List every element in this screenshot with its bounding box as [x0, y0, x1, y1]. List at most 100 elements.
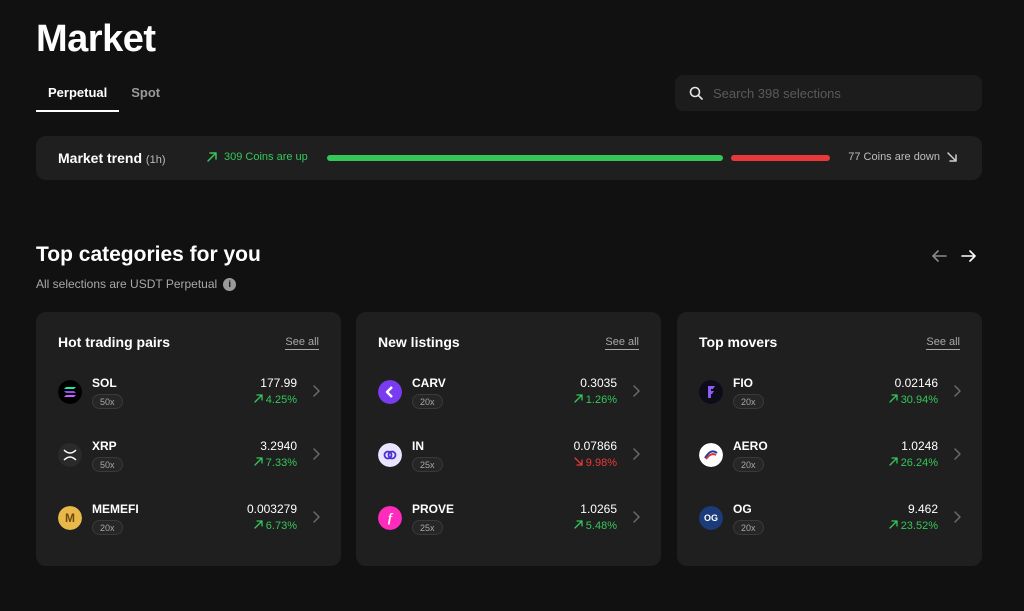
- coin-row[interactable]: AERO 20x 1.0248 26.24%: [699, 437, 962, 481]
- price-change-value: 26.24%: [900, 457, 938, 469]
- coin-symbol: IN: [412, 439, 424, 453]
- coin-price: 0.07866: [573, 439, 617, 453]
- chevron-right-icon: [633, 448, 640, 460]
- chevron-right-icon: [633, 385, 640, 397]
- price-change-value: 5.48%: [585, 520, 617, 532]
- page-title: Market: [36, 18, 156, 60]
- price-change: 7.33%: [254, 457, 297, 469]
- coin-symbol: FIO: [733, 376, 753, 390]
- change-up-arrow-icon: [254, 520, 263, 529]
- see-all-link[interactable]: See all: [926, 336, 960, 350]
- coin-row[interactable]: CARV 20x 0.3035 1.26%: [378, 374, 641, 418]
- category-navigation: [930, 247, 978, 265]
- coin-price: 3.2940: [260, 439, 297, 453]
- price-change: 26.24%: [889, 457, 938, 469]
- coin-price: 1.0265: [580, 502, 617, 516]
- memefi-icon: M: [58, 506, 82, 530]
- leverage-badge: 25x: [412, 457, 443, 472]
- category-card: Hot trading pairs See all SOL 50x 177.99…: [36, 312, 341, 566]
- chevron-right-icon: [313, 385, 320, 397]
- coin-symbol: XRP: [92, 439, 117, 453]
- search-icon: [689, 86, 703, 100]
- market-trend-bar: Market trend (1h) 309 Coins are up 77 Co…: [36, 136, 982, 180]
- category-card: Top movers See all FIO 20x 0.02146 30.94…: [677, 312, 982, 566]
- price-change-value: 7.33%: [265, 457, 297, 469]
- coin-row[interactable]: f PROVE 25x 1.0265 5.48%: [378, 500, 641, 544]
- coins-down-bar: [731, 155, 830, 161]
- change-up-arrow-icon: [889, 520, 898, 529]
- tab-spot[interactable]: Spot: [131, 85, 161, 100]
- change-up-arrow-icon: [889, 457, 898, 466]
- coin-price: 177.99: [260, 376, 297, 390]
- price-change-value: 23.52%: [900, 520, 938, 532]
- coin-symbol: PROVE: [412, 502, 455, 516]
- chevron-right-icon: [954, 385, 961, 397]
- leverage-badge: 20x: [733, 457, 764, 472]
- arrow-left-icon[interactable]: [930, 247, 948, 265]
- leverage-badge: 20x: [733, 520, 764, 535]
- change-up-arrow-icon: [254, 394, 263, 403]
- change-up-arrow-icon: [574, 520, 583, 529]
- aero-icon: [699, 443, 723, 467]
- coin-price: 9.462: [907, 502, 938, 516]
- price-change: 6.73%: [254, 520, 297, 532]
- categories-subtitle: All selections are USDT Perpetual i: [36, 277, 237, 291]
- tab-perpetual[interactable]: Perpetual: [36, 78, 120, 112]
- chevron-right-icon: [954, 511, 961, 523]
- trend-down-arrow-icon: [947, 152, 957, 162]
- coin-row[interactable]: M MEMEFI 20x 0.003279 6.73%: [58, 500, 321, 544]
- in-icon: [378, 443, 402, 467]
- market-trend-period: (1h): [145, 154, 166, 166]
- coin-symbol: CARV: [412, 376, 446, 390]
- coin-row[interactable]: IN 25x 0.07866 9.98%: [378, 437, 641, 481]
- price-change-value: 1.26%: [585, 394, 617, 406]
- coin-symbol: AERO: [733, 439, 768, 453]
- change-up-arrow-icon: [889, 394, 898, 403]
- category-card: New listings See all CARV 20x 0.3035 1.2…: [356, 312, 661, 566]
- coins-down: 77 Coins are down: [848, 151, 958, 163]
- coins-down-text: 77 Coins are down: [848, 151, 940, 163]
- coin-symbol: MEMEFI: [92, 502, 139, 516]
- price-change-value: 6.73%: [265, 520, 297, 532]
- leverage-badge: 20x: [92, 520, 123, 535]
- fio-icon: [699, 380, 723, 404]
- price-change-value: 30.94%: [900, 394, 938, 406]
- price-change: 1.26%: [574, 394, 617, 406]
- change-down-arrow-icon: [574, 457, 583, 466]
- prove-icon: f: [378, 506, 402, 530]
- price-change: 9.98%: [574, 457, 617, 469]
- chevron-right-icon: [633, 511, 640, 523]
- see-all-link[interactable]: See all: [605, 336, 639, 350]
- coin-row[interactable]: FIO 20x 0.02146 30.94%: [699, 374, 962, 418]
- chevron-right-icon: [313, 448, 320, 460]
- arrow-right-icon[interactable]: [960, 247, 978, 265]
- leverage-badge: 20x: [412, 394, 443, 409]
- see-all-link[interactable]: See all: [285, 336, 319, 350]
- search-box[interactable]: [675, 75, 982, 111]
- coin-price: 0.003279: [246, 502, 297, 516]
- price-change-value: 4.25%: [265, 394, 297, 406]
- coin-row[interactable]: XRP 50x 3.2940 7.33%: [58, 437, 321, 481]
- chevron-right-icon: [313, 511, 320, 523]
- price-change: 23.52%: [889, 520, 938, 532]
- coin-row[interactable]: SOL 50x 177.99 4.25%: [58, 374, 321, 418]
- market-tabs: Perpetual Spot: [36, 78, 172, 112]
- categories-title: Top categories for you: [36, 243, 261, 266]
- price-change: 5.48%: [574, 520, 617, 532]
- coins-up-text: 309 Coins are up: [224, 151, 308, 163]
- coin-row[interactable]: OG OG 20x 9.462 23.52%: [699, 500, 962, 544]
- chevron-right-icon: [954, 448, 961, 460]
- price-change: 4.25%: [254, 394, 297, 406]
- leverage-badge: 50x: [92, 457, 123, 472]
- price-change: 30.94%: [889, 394, 938, 406]
- card-title: Hot trading pairs: [58, 334, 171, 350]
- market-trend-title: Market trend: [58, 150, 143, 166]
- leverage-badge: 25x: [412, 520, 443, 535]
- leverage-badge: 50x: [92, 394, 123, 409]
- coin-symbol: OG: [733, 502, 752, 516]
- card-title: New listings: [378, 334, 460, 350]
- coins-up: 309 Coins are up: [206, 151, 308, 163]
- info-icon[interactable]: i: [223, 277, 237, 291]
- market-trend-label: Market trend (1h): [58, 150, 165, 166]
- search-input[interactable]: [713, 85, 953, 101]
